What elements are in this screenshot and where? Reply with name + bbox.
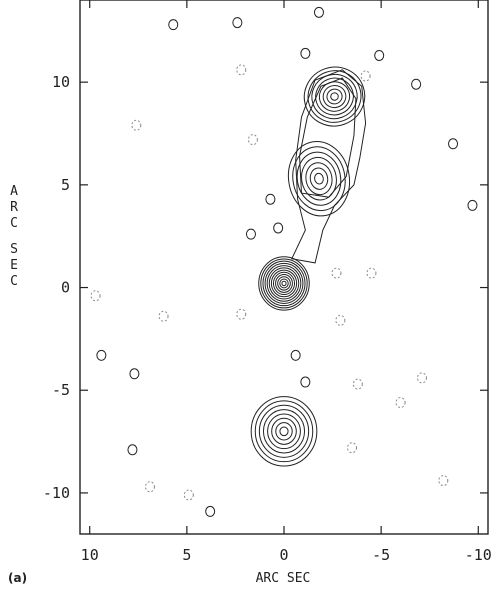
positive-noise-contour bbox=[127, 444, 138, 456]
y-axis-ticks: 10 5 0 -5 -10 bbox=[43, 73, 488, 502]
negative-noise-contour bbox=[90, 290, 101, 302]
contour-group-core bbox=[258, 256, 310, 311]
positive-noise-contour bbox=[300, 376, 311, 388]
negative-noise-contour bbox=[438, 475, 449, 487]
positive-noise-contour bbox=[205, 505, 216, 517]
negative-noise-contour bbox=[236, 308, 247, 320]
positive-noise-contour bbox=[467, 199, 478, 211]
contour-ring bbox=[279, 426, 289, 437]
contour-group-south-lobe bbox=[250, 396, 318, 467]
y-axis-title-letter: S bbox=[10, 242, 18, 257]
negative-noise-contour bbox=[158, 310, 169, 322]
x-tick-label: -10 bbox=[465, 546, 492, 564]
contour-ring bbox=[281, 280, 287, 287]
positive-noise-contour bbox=[96, 349, 107, 361]
x-tick-label: 0 bbox=[279, 546, 288, 564]
contour-ring bbox=[275, 274, 293, 293]
x-tick-label: -5 bbox=[372, 546, 390, 564]
contour-ring bbox=[287, 140, 351, 217]
positive-noise-contour bbox=[290, 349, 301, 361]
negative-noise-contour bbox=[416, 372, 427, 384]
contour-ring bbox=[272, 271, 296, 296]
positive-noise-contour bbox=[273, 222, 284, 234]
contour-layer bbox=[250, 66, 367, 467]
contour-ring bbox=[305, 162, 333, 196]
negative-noise-contour bbox=[366, 267, 377, 279]
positive-noise-contour bbox=[313, 6, 324, 18]
contour-ring bbox=[330, 92, 339, 101]
negative-noise-contour bbox=[236, 64, 247, 76]
negative-noise-contour bbox=[131, 119, 142, 131]
positive-noise-contour bbox=[245, 228, 256, 240]
contour-ring bbox=[254, 400, 314, 463]
positive-noise-contour bbox=[300, 47, 311, 59]
contour-ring bbox=[275, 422, 293, 441]
negative-noise-contour bbox=[144, 481, 155, 493]
contour-ring bbox=[266, 265, 302, 302]
panel-label: (a) bbox=[8, 571, 27, 585]
positive-noise-contour bbox=[448, 138, 459, 150]
contour-ring bbox=[250, 396, 318, 467]
y-axis-title-letter: A bbox=[10, 184, 18, 199]
y-axis-title-letter: C bbox=[10, 216, 18, 231]
y-tick-label: -10 bbox=[43, 484, 70, 502]
positive-noise-contour bbox=[374, 49, 385, 61]
contour-ring bbox=[292, 146, 346, 212]
negative-noise-contour bbox=[352, 378, 363, 390]
y-tick-label: 5 bbox=[61, 176, 70, 194]
negative-noise-contour bbox=[360, 70, 371, 82]
positive-noise-contour bbox=[265, 193, 276, 205]
jet-envelope-contour bbox=[291, 69, 367, 264]
contour-ring bbox=[307, 70, 362, 123]
contour-ring bbox=[301, 156, 337, 201]
negative-noise-contour bbox=[331, 267, 342, 279]
contour-ring bbox=[271, 417, 297, 445]
contour-ring bbox=[262, 260, 306, 307]
positive-noise-contour bbox=[129, 368, 140, 380]
y-tick-label: 0 bbox=[61, 279, 70, 297]
positive-noise-contour bbox=[232, 17, 243, 29]
negative-noise-contour bbox=[335, 314, 346, 326]
contour-ring bbox=[267, 413, 301, 450]
positive-noise-contour bbox=[411, 78, 422, 90]
contour-ring bbox=[315, 77, 354, 116]
y-tick-label: 10 bbox=[52, 73, 70, 91]
contour-ring bbox=[279, 278, 289, 289]
contour-ring bbox=[268, 267, 300, 300]
contour-ring bbox=[262, 409, 306, 454]
contour-ring bbox=[296, 151, 342, 206]
contour-ring bbox=[264, 262, 304, 304]
contour-ring bbox=[258, 404, 310, 458]
noise-contour-layer bbox=[90, 6, 478, 517]
contour-ring bbox=[260, 258, 308, 309]
contour-ring bbox=[326, 88, 343, 105]
contour-ring bbox=[322, 84, 347, 109]
contour-ring bbox=[277, 276, 291, 291]
x-tick-label: 10 bbox=[81, 546, 99, 564]
negative-noise-contour bbox=[247, 134, 258, 146]
x-axis-title: ARC SEC bbox=[256, 571, 311, 586]
negative-noise-contour bbox=[183, 489, 194, 501]
y-axis-title-letter: C bbox=[10, 274, 18, 289]
contour-ring bbox=[303, 66, 366, 127]
jet-inner-contour bbox=[299, 77, 357, 198]
x-axis-ticks: 10 5 0 -5 -10 bbox=[81, 0, 492, 564]
negative-noise-contour bbox=[347, 442, 357, 454]
y-tick-label: -5 bbox=[52, 381, 70, 399]
positive-noise-contour bbox=[168, 19, 179, 31]
y-axis-title-letter: R bbox=[10, 200, 18, 215]
contour-ring bbox=[314, 172, 324, 185]
contour-ring bbox=[270, 269, 298, 298]
contour-ring bbox=[309, 167, 329, 190]
negative-noise-contour bbox=[395, 397, 406, 409]
contour-ring bbox=[258, 256, 310, 311]
contour-group-north-knot bbox=[287, 140, 351, 217]
y-axis-title-letter: E bbox=[10, 258, 18, 273]
x-tick-label: 5 bbox=[182, 546, 191, 564]
